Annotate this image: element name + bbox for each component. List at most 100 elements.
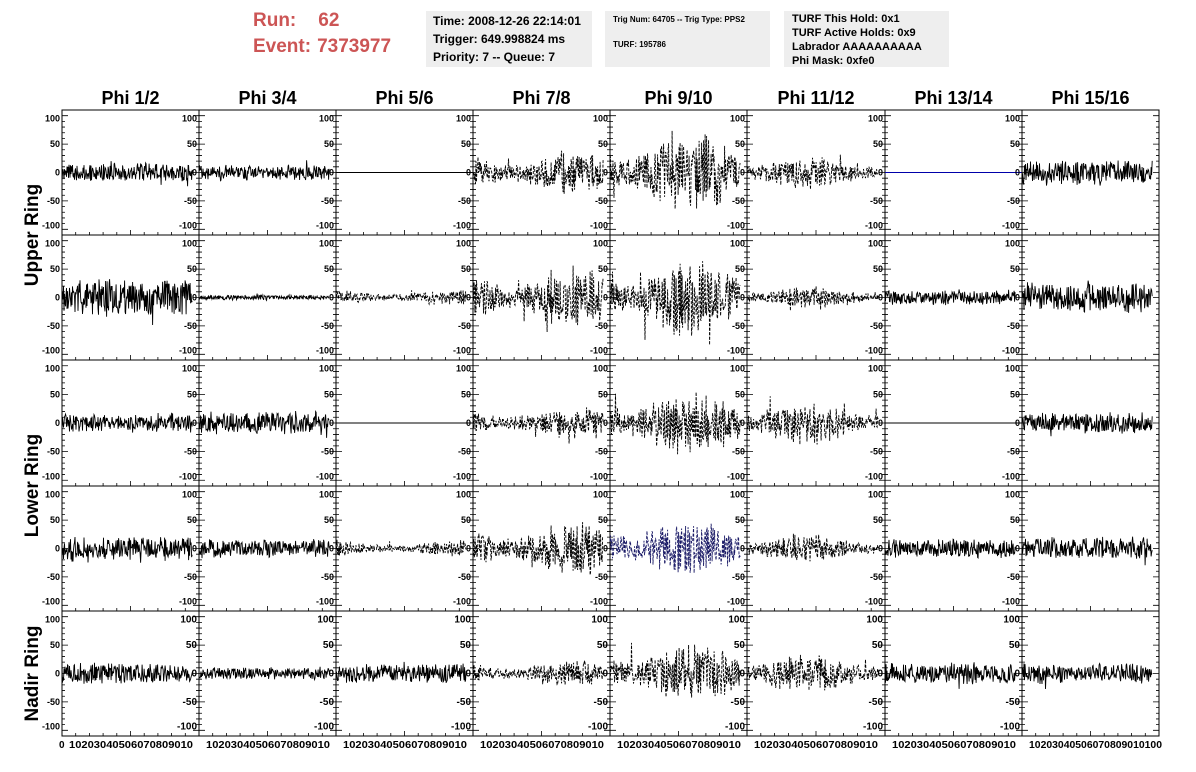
panel-ticks [1021, 240, 1160, 360]
y-tick-label: -100 [1002, 220, 1020, 230]
y-tick-label: -50 [731, 697, 746, 708]
y-tick-label: -100 [727, 220, 745, 230]
y-tick-label: -100 [42, 471, 60, 481]
y-tick-label: -100 [42, 220, 60, 230]
y-tick-label: -50 [870, 447, 883, 457]
y-tick-label: 50 [1010, 515, 1020, 525]
y-tick-label: 0 [603, 168, 608, 178]
panel-ticks [609, 115, 748, 235]
y-tick-label: 50 [461, 515, 471, 525]
y-tick-label: 50 [323, 640, 335, 651]
y-tick-label: 0 [191, 669, 197, 680]
y-tick-label: 0 [878, 544, 883, 554]
y-tick-label: -100 [179, 220, 197, 230]
y-tick-label: -50 [732, 196, 745, 206]
ring-label: Nadir Ring [22, 625, 43, 721]
y-tick-label: 0 [602, 669, 608, 680]
y-tick-label: 0 [466, 418, 471, 428]
y-tick-label: -100 [863, 721, 883, 732]
y-tick-label: 50 [735, 515, 745, 525]
column-header: Phi 3/4 [238, 88, 296, 108]
y-tick-label: -50 [595, 447, 608, 457]
y-tick-label: 100 [730, 490, 745, 500]
y-tick-label: 0 [466, 544, 471, 554]
time-trigger-box: Time: 2008-12-26 22:14:01 Trigger: 649.9… [426, 11, 592, 67]
y-tick-label: -100 [314, 721, 334, 732]
waveform-trace [472, 150, 604, 194]
trigger-line: Trigger: 649.998824 ms [433, 32, 566, 46]
panel-ticks [746, 491, 886, 611]
waveform-trace [1021, 536, 1153, 566]
y-tick-label: 50 [50, 389, 60, 399]
y-tick-label: -50 [594, 697, 609, 708]
y-tick-label: 0 [55, 418, 60, 428]
y-tick-label: 0 [465, 669, 471, 680]
trig-num-line: Trig Num: 64705 -- Trig Type: PPS2 [613, 15, 745, 24]
panel-ticks [335, 491, 474, 611]
y-tick-label: 0 [466, 293, 471, 303]
y-tick-label: -100 [179, 345, 197, 355]
panel-frame [609, 234, 748, 361]
y-tick-label: 100 [319, 114, 334, 124]
y-tick-label: 0 [740, 168, 745, 178]
y-tick-label: -50 [870, 196, 883, 206]
y-tick-label: 0 [878, 168, 883, 178]
y-tick-label: -50 [1006, 697, 1021, 708]
panel-ticks [884, 616, 1023, 736]
y-tick-label: 100 [182, 490, 197, 500]
y-tick-label: -100 [727, 596, 745, 606]
y-tick-label: -100 [1002, 471, 1020, 481]
x-tick-label: 10203040506070809010100 [1029, 740, 1162, 751]
panel-ticks [198, 365, 337, 486]
y-tick-label: 50 [324, 139, 334, 149]
y-tick-label: -100 [865, 596, 883, 606]
priority-line: Priority: 7 -- Queue: 7 [433, 50, 556, 64]
y-tick-label: 0 [192, 293, 197, 303]
waveform-trace [472, 265, 604, 333]
y-tick-label: -50 [47, 321, 60, 331]
y-tick-label: 100 [868, 490, 883, 500]
y-tick-label: 100 [180, 615, 197, 626]
y-tick-label: -50 [321, 447, 334, 457]
panel-ticks [609, 616, 748, 736]
column-header: Phi 13/14 [914, 88, 992, 108]
y-tick-label: -100 [727, 345, 745, 355]
waveform-trace [609, 523, 741, 574]
y-tick-label: -50 [184, 447, 197, 457]
y-tick-label: 100 [45, 364, 60, 374]
y-tick-label: 50 [873, 389, 883, 399]
panel-ticks [335, 616, 474, 736]
y-tick-label: -100 [42, 596, 60, 606]
y-tick-label: -100 [316, 345, 334, 355]
waveform-trace [198, 538, 330, 559]
phi-mask-line: Phi Mask: 0xfe0 [792, 55, 875, 67]
turf-line: TURF: 195786 [613, 40, 666, 49]
y-tick-label: 50 [1010, 264, 1020, 274]
run-value: 62 [318, 10, 340, 31]
y-tick-label: 50 [50, 640, 60, 650]
y-tick-label: -50 [870, 321, 883, 331]
panel-frame [335, 485, 474, 612]
event-label: Event: [253, 36, 312, 57]
panel-ticks [61, 240, 200, 360]
waveform-trace [1021, 412, 1153, 437]
y-tick-label: -100 [451, 721, 471, 732]
y-tick-label: 100 [591, 615, 608, 626]
waveform-trace [884, 662, 1016, 689]
y-tick-label: -50 [458, 572, 471, 582]
column-header: Phi 1/2 [101, 88, 159, 108]
y-tick-label: 100 [868, 364, 883, 374]
waveform-trace [1021, 160, 1153, 186]
y-tick-label: 50 [324, 515, 334, 525]
waveform-trace [335, 539, 467, 557]
panel-ticks [746, 115, 886, 235]
waveform-trace [1021, 662, 1153, 690]
panel-ticks [61, 365, 200, 486]
y-tick-label: 0 [55, 293, 60, 303]
x-tick-label: 10203040506070809010 [206, 740, 330, 751]
event-value: 7373977 [317, 36, 392, 57]
panel-frame [472, 610, 611, 737]
y-tick-label: -100 [865, 345, 883, 355]
y-tick-label: -100 [590, 345, 608, 355]
